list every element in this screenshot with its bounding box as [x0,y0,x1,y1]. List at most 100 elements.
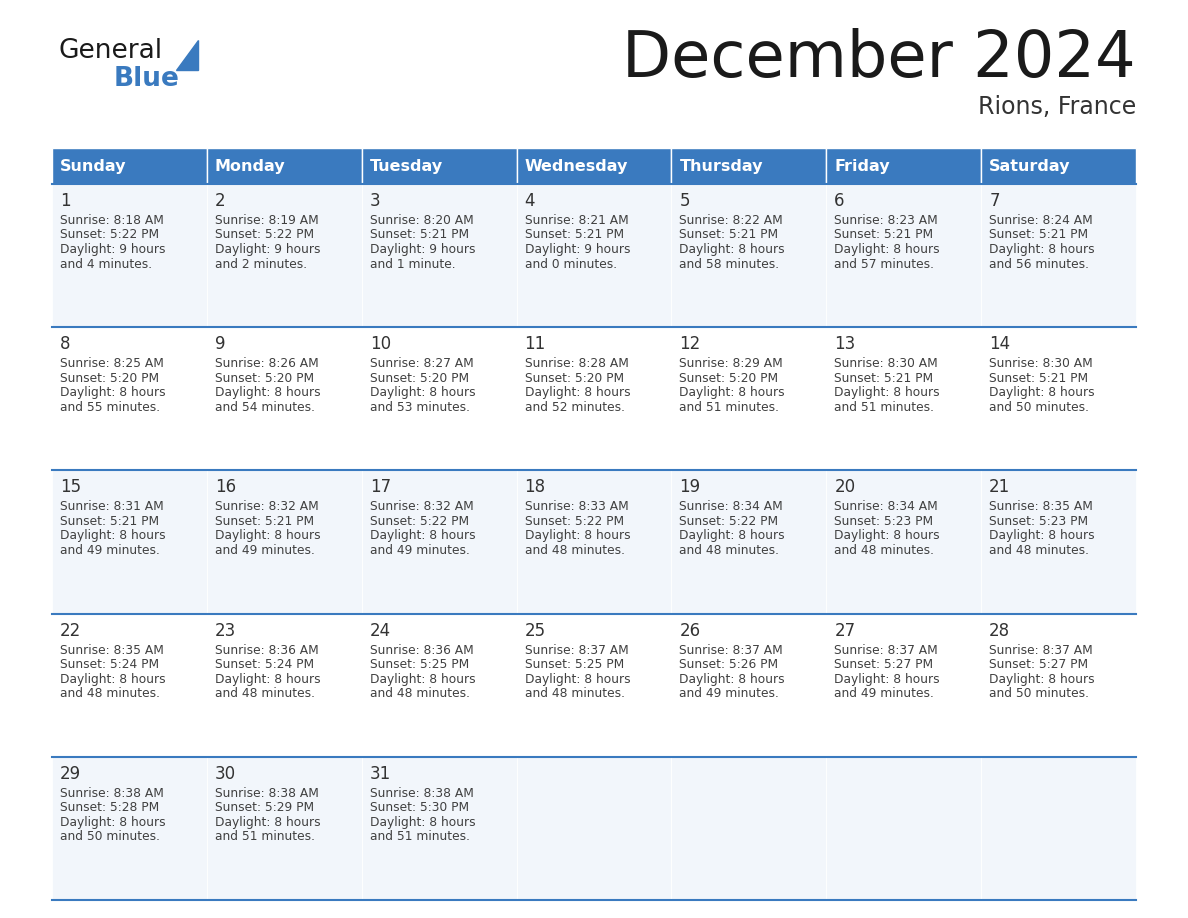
Text: Sunrise: 8:37 AM: Sunrise: 8:37 AM [990,644,1093,656]
Text: 21: 21 [990,478,1010,497]
Text: Sunset: 5:22 PM: Sunset: 5:22 PM [215,229,314,241]
Text: and 4 minutes.: and 4 minutes. [61,258,152,271]
Text: Daylight: 9 hours: Daylight: 9 hours [61,243,165,256]
FancyBboxPatch shape [671,613,827,756]
FancyBboxPatch shape [207,184,361,327]
Text: Daylight: 8 hours: Daylight: 8 hours [990,386,1095,399]
Text: and 2 minutes.: and 2 minutes. [215,258,307,271]
Text: 13: 13 [834,335,855,353]
Text: Sunrise: 8:36 AM: Sunrise: 8:36 AM [215,644,318,656]
Text: Daylight: 9 hours: Daylight: 9 hours [369,243,475,256]
Text: 31: 31 [369,765,391,783]
Text: and 55 minutes.: and 55 minutes. [61,400,160,414]
Text: 4: 4 [525,192,535,210]
Text: Sunrise: 8:29 AM: Sunrise: 8:29 AM [680,357,783,370]
Text: and 49 minutes.: and 49 minutes. [680,687,779,700]
Text: and 48 minutes.: and 48 minutes. [990,543,1089,557]
Text: and 49 minutes.: and 49 minutes. [369,543,469,557]
Text: Sunset: 5:29 PM: Sunset: 5:29 PM [215,801,314,814]
Text: Sunrise: 8:34 AM: Sunrise: 8:34 AM [680,500,783,513]
Text: 24: 24 [369,621,391,640]
Text: and 58 minutes.: and 58 minutes. [680,258,779,271]
FancyBboxPatch shape [207,756,361,900]
Text: and 50 minutes.: and 50 minutes. [990,687,1089,700]
Text: 27: 27 [834,621,855,640]
FancyBboxPatch shape [52,470,207,613]
Text: Sunrise: 8:35 AM: Sunrise: 8:35 AM [990,500,1093,513]
Text: Sunset: 5:22 PM: Sunset: 5:22 PM [680,515,778,528]
Text: Daylight: 8 hours: Daylight: 8 hours [834,530,940,543]
Text: 30: 30 [215,765,236,783]
Text: Daylight: 9 hours: Daylight: 9 hours [525,243,630,256]
Text: Daylight: 8 hours: Daylight: 8 hours [990,243,1095,256]
Text: Daylight: 9 hours: Daylight: 9 hours [215,243,321,256]
Text: 26: 26 [680,621,701,640]
Text: 16: 16 [215,478,236,497]
FancyBboxPatch shape [517,613,671,756]
Text: Sunrise: 8:28 AM: Sunrise: 8:28 AM [525,357,628,370]
Text: and 51 minutes.: and 51 minutes. [215,830,315,844]
Text: 7: 7 [990,192,999,210]
Text: Sunset: 5:26 PM: Sunset: 5:26 PM [680,658,778,671]
Text: Sunrise: 8:26 AM: Sunrise: 8:26 AM [215,357,318,370]
Text: Sunset: 5:27 PM: Sunset: 5:27 PM [834,658,934,671]
FancyBboxPatch shape [827,184,981,327]
Text: Sunrise: 8:25 AM: Sunrise: 8:25 AM [61,357,164,370]
Text: Sunrise: 8:33 AM: Sunrise: 8:33 AM [525,500,628,513]
Text: Daylight: 8 hours: Daylight: 8 hours [61,530,165,543]
Text: Sunset: 5:20 PM: Sunset: 5:20 PM [525,372,624,385]
Text: 19: 19 [680,478,701,497]
Text: Sunset: 5:28 PM: Sunset: 5:28 PM [61,801,159,814]
Text: Sunrise: 8:21 AM: Sunrise: 8:21 AM [525,214,628,227]
Text: Sunset: 5:23 PM: Sunset: 5:23 PM [834,515,934,528]
Text: General: General [58,38,162,64]
Text: 11: 11 [525,335,545,353]
Text: Sunrise: 8:18 AM: Sunrise: 8:18 AM [61,214,164,227]
Text: and 50 minutes.: and 50 minutes. [990,400,1089,414]
Text: Daylight: 8 hours: Daylight: 8 hours [61,673,165,686]
FancyBboxPatch shape [981,470,1136,613]
Text: Sunset: 5:21 PM: Sunset: 5:21 PM [369,229,469,241]
Text: Daylight: 8 hours: Daylight: 8 hours [990,530,1095,543]
FancyBboxPatch shape [827,756,981,900]
Text: 12: 12 [680,335,701,353]
Text: Daylight: 8 hours: Daylight: 8 hours [525,673,630,686]
Text: and 51 minutes.: and 51 minutes. [369,830,469,844]
Text: Sunset: 5:30 PM: Sunset: 5:30 PM [369,801,469,814]
FancyBboxPatch shape [981,756,1136,900]
Text: and 52 minutes.: and 52 minutes. [525,400,625,414]
Text: Sunrise: 8:36 AM: Sunrise: 8:36 AM [369,644,474,656]
Text: 20: 20 [834,478,855,497]
FancyBboxPatch shape [207,327,361,470]
Text: Sunset: 5:24 PM: Sunset: 5:24 PM [215,658,314,671]
Text: Sunrise: 8:34 AM: Sunrise: 8:34 AM [834,500,939,513]
FancyBboxPatch shape [517,470,671,613]
Text: Daylight: 8 hours: Daylight: 8 hours [61,386,165,399]
FancyBboxPatch shape [671,148,827,184]
Text: Daylight: 8 hours: Daylight: 8 hours [525,386,630,399]
FancyBboxPatch shape [52,327,207,470]
Text: Sunset: 5:21 PM: Sunset: 5:21 PM [61,515,159,528]
Text: Sunset: 5:22 PM: Sunset: 5:22 PM [369,515,469,528]
Text: and 50 minutes.: and 50 minutes. [61,830,160,844]
Text: 14: 14 [990,335,1010,353]
FancyBboxPatch shape [827,470,981,613]
Polygon shape [176,40,198,70]
Text: 2: 2 [215,192,226,210]
Text: Daylight: 8 hours: Daylight: 8 hours [525,530,630,543]
Text: Sunset: 5:20 PM: Sunset: 5:20 PM [215,372,314,385]
FancyBboxPatch shape [207,613,361,756]
Text: 8: 8 [61,335,70,353]
Text: 17: 17 [369,478,391,497]
Text: December 2024: December 2024 [623,28,1136,90]
FancyBboxPatch shape [827,327,981,470]
Text: Rions, France: Rions, France [978,95,1136,119]
Text: Sunset: 5:20 PM: Sunset: 5:20 PM [680,372,778,385]
Text: Daylight: 8 hours: Daylight: 8 hours [215,673,321,686]
FancyBboxPatch shape [981,184,1136,327]
FancyBboxPatch shape [517,756,671,900]
Text: Sunrise: 8:38 AM: Sunrise: 8:38 AM [215,787,318,800]
Text: Daylight: 8 hours: Daylight: 8 hours [680,386,785,399]
Text: Daylight: 8 hours: Daylight: 8 hours [215,816,321,829]
Text: 28: 28 [990,621,1010,640]
